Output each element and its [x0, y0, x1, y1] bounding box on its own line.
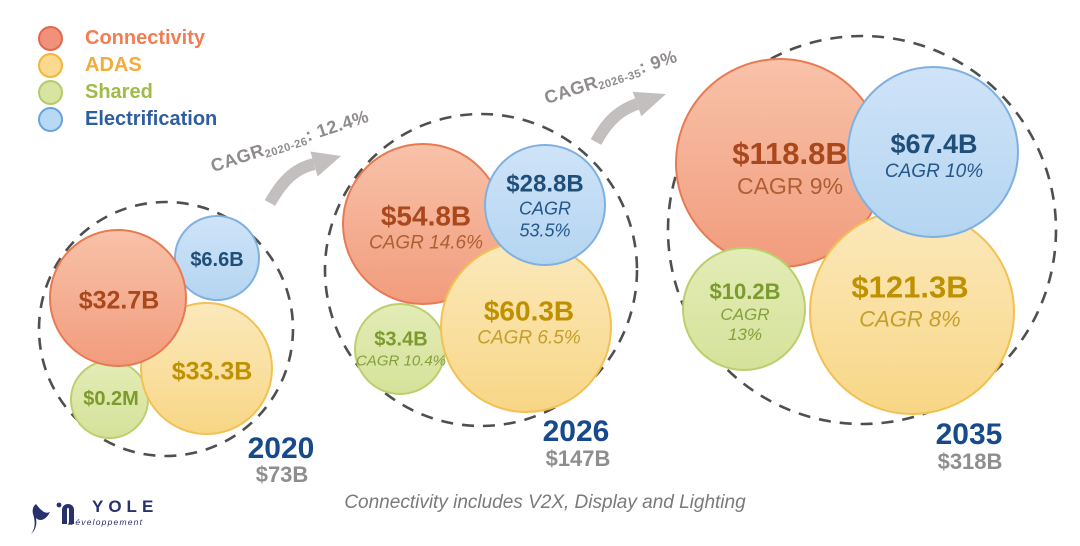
bubble-cagr: 13%: [727, 324, 763, 344]
bubble-value: $118.8B: [732, 136, 848, 172]
bubble-2035-connectivity-text: $118.8B CAGR 9%: [732, 136, 848, 200]
growth-arrow-2020-26-icon: [264, 151, 341, 207]
bubble-2026-connectivity-text: $54.8B CAGR 14.6%: [369, 199, 483, 254]
bubble-value: $33.3B: [171, 357, 253, 386]
bubble-2020-shared: [70, 360, 149, 439]
legend-item-connectivity: Connectivity: [38, 26, 217, 51]
legend-item-adas: ADAS: [38, 53, 217, 78]
bubble-value: $10.2B: [709, 278, 781, 304]
bubble-2035-electrification: [847, 66, 1019, 238]
total-label-2035: $318B: [937, 449, 1003, 474]
bubble-cagr: 53.5%: [519, 220, 571, 241]
legend-item-shared: Shared: [38, 80, 217, 105]
yole-logo-text: YOLE: [92, 497, 159, 516]
year-label-2020: 2020: [247, 432, 315, 465]
bubble-2026-shared: [354, 303, 446, 395]
bubble-value: $60.3B: [483, 295, 575, 327]
bubble-value: $121.3B: [851, 269, 969, 305]
bubble-value: $32.7B: [78, 286, 160, 315]
bubble-2035-adas-text: $121.3B CAGR 8%: [851, 270, 968, 333]
bubble-cagr: CAGR 6.5%: [477, 327, 581, 349]
chart-footnote: Connectivity includes V2X, Display and L…: [344, 492, 746, 513]
bubble-value: $28.8B: [506, 170, 584, 198]
year-label-2026: 2026: [542, 415, 610, 448]
bubble-2020-connectivity-text: $32.7B: [79, 286, 160, 316]
bubble-2026-electrification-text: $28.8B CAGR 53.5%: [506, 171, 583, 242]
bubble-cagr: CAGR 8%: [859, 306, 961, 332]
bubble-2026-shared-text: $3.4B CAGR 10.4%: [356, 328, 446, 369]
bubble-2035-shared: [682, 247, 806, 371]
adas-swatch-icon: [38, 53, 63, 78]
bubble-2026-electrification: [484, 144, 606, 266]
growth-arrow-2026-35-icon: [590, 91, 666, 145]
legend: Connectivity ADAS Shared Electrification: [38, 26, 218, 132]
bubble-cagr: CAGR: [720, 304, 770, 324]
bubble-value: $0.2M: [83, 388, 139, 411]
cluster-outline-2026: [323, 112, 639, 428]
bubble-cagr: CAGR 14.6%: [368, 232, 484, 254]
bubble-2020-adas-text: $33.3B: [172, 357, 253, 387]
bubble-2026-adas-text: $60.3B CAGR 6.5%: [477, 294, 580, 349]
legend-item-electrification: Electrification: [38, 107, 218, 132]
shared-swatch-icon: [38, 80, 63, 105]
legend-label-adas: ADAS: [85, 54, 142, 76]
yole-logo-mark-icon: [31, 502, 74, 534]
bubble-2020-shared-text: $0.2M: [83, 388, 139, 412]
bubble-cagr: CAGR 10%: [884, 160, 984, 182]
bubble-value: $6.6B: [190, 249, 244, 272]
bubble-2020-electrification-text: $6.6B: [190, 249, 243, 273]
bubble-cagr: CAGR: [518, 198, 572, 219]
yole-logo-subtitle: Développement: [68, 517, 144, 527]
bubble-cagr: CAGR 9%: [736, 172, 844, 199]
bubble-value: $3.4B: [374, 328, 428, 351]
legend-label-electrification: Electrification: [85, 108, 218, 130]
bubble-value: $54.8B: [380, 200, 472, 232]
connectivity-swatch-icon: [38, 26, 63, 51]
cluster-outline-2035: [666, 34, 1058, 426]
bubble-cagr: CAGR 10.4%: [355, 351, 447, 369]
legend-label-connectivity: Connectivity: [85, 27, 206, 49]
yole-logo: YOLE Développement: [28, 490, 178, 544]
bubble-2020-electrification: [174, 215, 260, 301]
year-label-2035: 2035: [935, 418, 1003, 451]
cluster-outline-2020: [37, 200, 295, 458]
bubble-2035-adas: [809, 209, 1015, 415]
electrification-swatch-icon: [38, 107, 63, 132]
bubble-value: $67.4B: [890, 128, 978, 159]
total-label-2020: $73B: [255, 462, 309, 487]
bubble-2035-electrification-text: $67.4B CAGR 10%: [885, 129, 983, 183]
bubble-2026-adas: [440, 241, 612, 413]
bubble-2026-connectivity: [342, 143, 504, 305]
total-label-2026: $147B: [545, 446, 611, 471]
bubble-2020-connectivity: [49, 229, 187, 367]
bubble-2035-shared-text: $10.2B CAGR 13%: [710, 279, 781, 345]
legend-label-shared: Shared: [85, 81, 153, 103]
